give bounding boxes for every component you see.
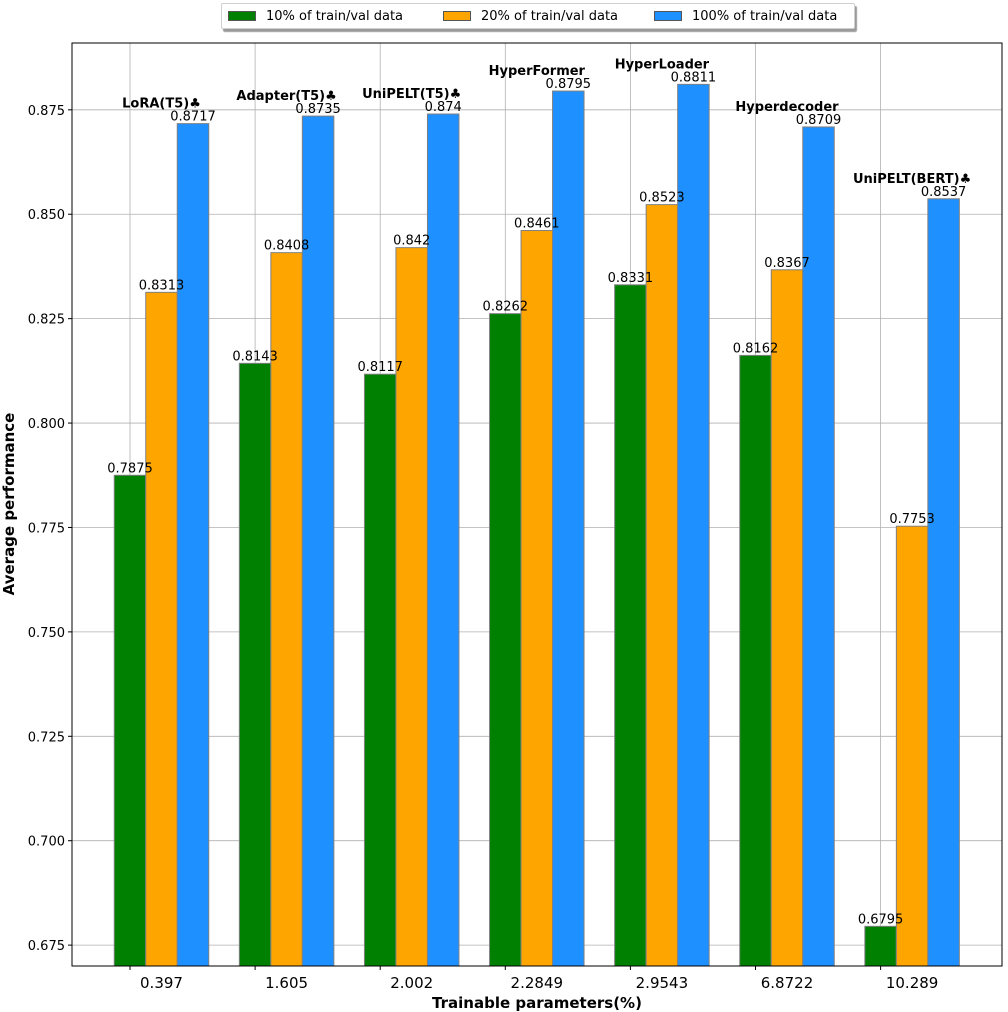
- legend-swatch-100pct: [654, 11, 682, 21]
- bar-value-label: 0.6795: [858, 912, 904, 927]
- bar: [176, 123, 210, 967]
- bar-value-label: 0.8811: [671, 70, 717, 85]
- method-label: HyperLoader: [615, 57, 710, 72]
- bar: [770, 269, 804, 967]
- y-axis: 0.675 0.700 0.725 0.750 0.775 0.800 0.825 0.850…: [28, 104, 72, 954]
- legend-item-10pct: 10% of train/val data: [228, 9, 403, 24]
- legend-item-100pct: 100% of train/val data: [654, 9, 837, 24]
- x-axis-title: Trainable parameters(%): [432, 994, 642, 1012]
- y-tick-label: 0.825: [28, 313, 65, 328]
- bar-value-label: 0.8537: [921, 185, 967, 200]
- bar: [489, 313, 522, 967]
- x-tick-label: 2.9543: [636, 974, 689, 992]
- bar-value-label: 0.8331: [608, 271, 654, 286]
- legend-item-20pct: 20% of train/val data: [443, 9, 618, 24]
- bar: [645, 204, 679, 967]
- bar-value-label: 0.8162: [733, 341, 779, 356]
- bar-value-label: 0.842: [393, 234, 430, 249]
- legend-swatch-20pct: [443, 11, 471, 21]
- legend-swatch-10pct: [228, 11, 256, 21]
- bar-value-label: 0.8408: [264, 239, 310, 254]
- y-tick-label: 0.750: [28, 626, 65, 641]
- bar-value-label: 0.8117: [357, 360, 403, 375]
- x-tick-label: 1.605: [265, 974, 308, 992]
- bar: [270, 252, 303, 967]
- bar: [677, 83, 710, 967]
- x-tick-label: 2.002: [390, 974, 433, 992]
- bar-value-label: 0.8262: [483, 300, 529, 315]
- method-label: Adapter(T5)♣: [236, 89, 336, 104]
- legend-label-100pct: 100% of train/val data: [692, 9, 838, 24]
- bar-value-label: 0.8461: [514, 217, 560, 232]
- y-tick-label: 0.875: [28, 104, 65, 119]
- bar: [895, 525, 929, 967]
- y-axis-title: Average performance: [0, 413, 18, 596]
- bar: [238, 362, 272, 967]
- bar-value-label: 0.8143: [232, 349, 278, 364]
- bar-value-label: 0.8313: [139, 278, 185, 293]
- bar-value-label: 0.8367: [764, 256, 810, 271]
- x-tick-label: 10.289: [886, 974, 939, 992]
- bar-value-label: 0.8717: [170, 110, 216, 125]
- y-tick-label: 0.725: [28, 730, 65, 745]
- x-tick-label: 0.397: [140, 974, 183, 992]
- y-tick-label: 0.700: [28, 835, 65, 850]
- bar-value-label: 0.7753: [889, 512, 935, 527]
- bar: [395, 247, 428, 967]
- legend: 10% of train/val data 20% of train/val d…: [221, 3, 855, 29]
- y-tick-label: 0.800: [28, 417, 65, 432]
- x-tick-label: 6.8722: [761, 974, 814, 992]
- bar: [552, 90, 585, 967]
- method-label: Hyperdecoder: [735, 100, 839, 115]
- bar: [113, 474, 147, 967]
- bar-value-label: 0.8709: [796, 113, 842, 128]
- y-tick-label: 0.850: [28, 208, 65, 223]
- method-label: HyperFormer: [489, 64, 586, 79]
- method-label: UniPELT(T5)♣: [362, 87, 461, 102]
- bar-value-label: 0.874: [425, 100, 462, 115]
- data-labels: 0.7875 0.8143 0.8117 0.8262 0.8331 0.8162 0.67…: [107, 57, 971, 927]
- method-label: LoRA(T5)♣: [122, 97, 201, 112]
- bar: [520, 230, 554, 967]
- bar: [864, 925, 897, 967]
- bar-value-label: 0.8735: [295, 102, 341, 117]
- bar-value-label: 0.7875: [107, 461, 153, 476]
- bar: [802, 126, 835, 967]
- y-tick-label: 0.675: [28, 939, 65, 954]
- y-tick-label: 0.775: [28, 521, 65, 536]
- bar: [426, 113, 460, 967]
- bar-value-label: 0.8523: [639, 191, 685, 206]
- plot-frame: [71, 42, 1003, 967]
- bar: [739, 354, 772, 967]
- bar: [145, 291, 178, 967]
- legend-label-20pct: 20% of train/val data: [481, 9, 619, 24]
- bar: [927, 198, 960, 967]
- method-label: UniPELT(BERT)♣: [853, 172, 971, 187]
- bars: [113, 83, 960, 967]
- legend-label-10pct: 10% of train/val data: [266, 9, 404, 24]
- bar: [614, 284, 647, 967]
- bar: [363, 373, 397, 967]
- x-axis: 0.397 1.605 2.002 2.2849 2.9543 6.8722 10.289: [129, 966, 939, 992]
- bar: [301, 115, 335, 967]
- x-tick-label: 2.2849: [511, 974, 564, 992]
- bar-value-label: 0.8795: [546, 77, 592, 92]
